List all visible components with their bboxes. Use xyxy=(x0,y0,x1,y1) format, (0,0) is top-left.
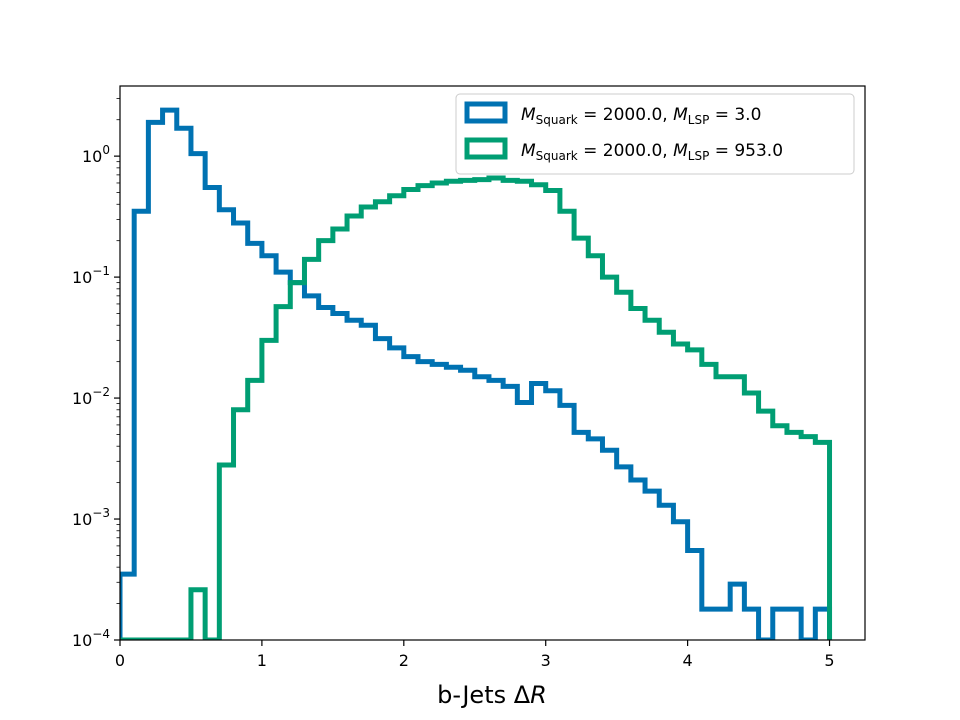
x-axis: 0 1 2 3 4 5 xyxy=(115,640,835,670)
x-tick-label: 1 xyxy=(257,651,267,670)
y-tick-label: 10−4 xyxy=(72,627,110,650)
series-layer xyxy=(120,107,833,640)
y-tick-label: 100 xyxy=(82,143,110,166)
x-tick-label: 4 xyxy=(683,651,693,670)
legend-box xyxy=(455,93,855,175)
plot-area xyxy=(119,85,866,641)
y-tick-label: 10−1 xyxy=(72,264,110,287)
y-axis: 10−4 10−3 10−2 10−1 100 xyxy=(72,98,120,650)
x-tick-label: 5 xyxy=(824,651,834,670)
x-tick-label: 3 xyxy=(541,651,551,670)
x-axis-label: b-Jets ΔR xyxy=(437,681,547,709)
legend-label-1: MSquark = 2000.0, MLSP = 3.0 xyxy=(521,105,761,127)
y-tick-label: 10−3 xyxy=(72,506,110,529)
series-1-step-line xyxy=(120,107,833,640)
y-tick-label: 10−2 xyxy=(72,385,110,408)
plot-frame xyxy=(119,85,866,641)
x-tick-label: 0 xyxy=(115,651,125,670)
legend-swatch-2 xyxy=(464,137,508,160)
legend-swatch-1 xyxy=(464,101,508,124)
legend-label-2: MSquark = 2000.0, MLSP = 953.0 xyxy=(521,141,783,163)
series-2-step-line xyxy=(120,175,833,640)
x-tick-label: 2 xyxy=(399,651,409,670)
legend: MSquark = 2000.0, MLSP = 3.0 MSquark = 20… xyxy=(455,93,855,175)
